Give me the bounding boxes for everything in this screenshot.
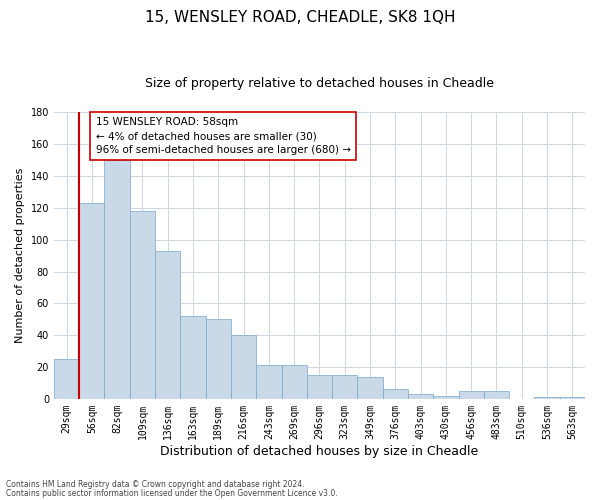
Bar [458, 391, 484, 399]
Bar [408, 394, 433, 399]
Bar [281, 366, 307, 399]
Bar [383, 390, 408, 399]
Bar [560, 397, 585, 399]
Bar [332, 375, 358, 399]
Bar [181, 316, 206, 399]
Text: Contains public sector information licensed under the Open Government Licence v3: Contains public sector information licen… [6, 489, 338, 498]
Bar [484, 391, 509, 399]
Bar [433, 396, 458, 399]
Bar [358, 376, 383, 399]
Bar [206, 320, 231, 399]
Bar [104, 160, 130, 399]
Bar [256, 366, 281, 399]
Bar [54, 359, 79, 399]
Text: Contains HM Land Registry data © Crown copyright and database right 2024.: Contains HM Land Registry data © Crown c… [6, 480, 305, 489]
Text: 15, WENSLEY ROAD, CHEADLE, SK8 1QH: 15, WENSLEY ROAD, CHEADLE, SK8 1QH [145, 10, 455, 25]
Bar [307, 375, 332, 399]
Y-axis label: Number of detached properties: Number of detached properties [15, 168, 25, 344]
Title: Size of property relative to detached houses in Cheadle: Size of property relative to detached ho… [145, 78, 494, 90]
X-axis label: Distribution of detached houses by size in Cheadle: Distribution of detached houses by size … [160, 444, 479, 458]
Text: 15 WENSLEY ROAD: 58sqm
← 4% of detached houses are smaller (30)
96% of semi-deta: 15 WENSLEY ROAD: 58sqm ← 4% of detached … [95, 118, 350, 156]
Bar [155, 251, 181, 399]
Bar [231, 335, 256, 399]
Bar [535, 397, 560, 399]
Bar [79, 203, 104, 399]
Bar [130, 211, 155, 399]
